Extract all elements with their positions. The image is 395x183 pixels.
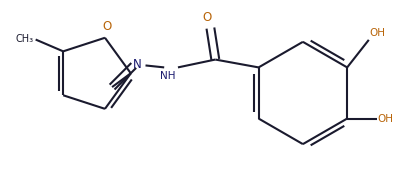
Text: OH: OH [370,28,386,38]
Text: N: N [133,58,141,71]
Text: NH: NH [160,71,175,81]
Text: O: O [102,20,111,33]
Text: O: O [203,11,212,24]
Text: CH₃: CH₃ [15,33,34,44]
Text: OH: OH [378,113,394,124]
